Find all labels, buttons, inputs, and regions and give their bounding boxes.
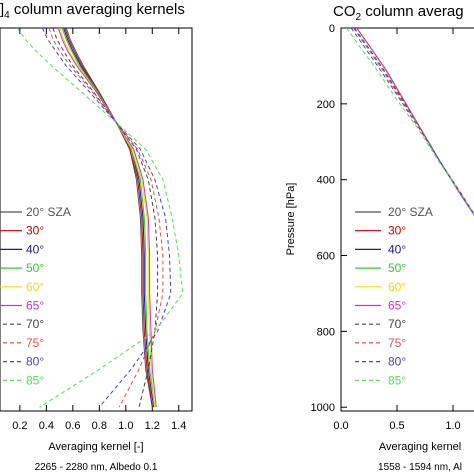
legend-label: 30° [26,224,44,238]
series-line [52,28,159,408]
legend-label: 50° [388,261,406,275]
legend-label: 75° [26,336,44,350]
legend-label: 30° [388,224,406,238]
series-line [356,28,474,216]
ch4-series-lines [16,28,184,408]
x-tick-label: 0.2 [12,420,27,432]
co2-legend: 20° SZA 30° 40° 50° 60° 65° 70° 75° 80° 85° [355,205,433,387]
x-tick-label: 0.5 [389,420,404,432]
co2-x-axis-label: Averaging kernel [379,441,461,453]
x-tick-label: 0.8 [92,420,107,432]
x-tick-label: 1.2 [145,420,160,432]
legend-label: 80° [26,355,44,369]
series-line [346,28,474,215]
y-tick-label: 0 [329,23,335,35]
legend-label: 20° SZA [388,205,433,219]
y-tick-label: 800 [317,326,335,338]
series-line [57,28,157,408]
co2-kernel-panel: CO2 column averag Pressure [hPa] 0.0 0.5 1… [285,3,474,473]
series-line [64,28,153,408]
ch4-x-axis-label: Averaging kernel [-] [48,441,143,453]
series-line [350,28,474,215]
x-tick-label: 0.4 [39,420,54,432]
ch4-legend: 20° SZA 30° 40° 50° 60° 65° 70° 75° 80° 85° [0,205,71,387]
co2-panel-title: CO2 column averag [333,3,464,23]
x-tick-label: 1.0 [118,420,133,432]
ch4-x-ticks: 0.2 0.4 0.6 0.8 1.0 1.2 1.4 [12,28,186,432]
ch4-plot-frame [0,27,193,412]
legend-label: 40° [26,242,44,256]
legend-label: 65° [388,299,406,313]
x-tick-label: 1.0 [445,420,460,432]
co2-y-axis-label: Pressure [hPa] [285,183,297,256]
series-line [48,28,164,408]
series-line [63,28,155,408]
legend-label: 50° [26,261,44,275]
y-tick-label: 400 [317,175,335,187]
series-line [61,28,156,408]
x-tick-label: 0.0 [333,420,348,432]
co2-axis-ticks: 0.0 0.5 1.0 0 200 400 600 800 1000 [311,23,461,432]
x-tick-label: 1.4 [171,420,186,432]
legend-label: 60° [388,280,406,294]
series-line [59,28,156,408]
legend-label: 20° SZA [26,205,71,219]
y-tick-label: 1000 [311,402,335,414]
legend-label: 80° [388,355,406,369]
legend-label: 60° [26,280,44,294]
legend-label: 70° [388,317,406,331]
legend-label: 85° [26,373,44,387]
legend-label: 40° [388,242,406,256]
legend-label: 70° [26,317,44,331]
series-line [16,28,184,408]
co2-series-lines [346,28,474,216]
co2-plot-frame [340,27,474,412]
legend-label: 75° [388,336,406,350]
y-tick-label: 200 [317,99,335,111]
y-tick-label: 600 [317,251,335,263]
ch4-kernel-panel: ]4 column averaging kernels 0.2 0.4 0.6 0.8… [0,1,193,473]
legend-label: 85° [388,373,406,387]
ch4-spectral-window-label: 2265 - 2280 nm, Albedo 0.1 [35,462,158,473]
co2-spectral-window-label: 1558 - 1594 nm, Al [378,462,462,473]
legend-label: 65° [26,299,44,313]
series-line [65,28,153,408]
x-tick-label: 0.6 [65,420,80,432]
ch4-panel-title: ]4 column averaging kernels [0,1,185,21]
